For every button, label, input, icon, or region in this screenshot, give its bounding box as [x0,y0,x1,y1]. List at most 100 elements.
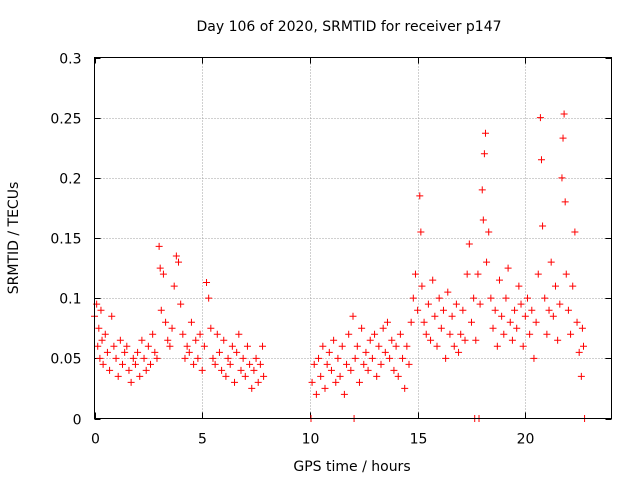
data-point [237,366,245,374]
data-point [532,318,540,326]
data-point [388,336,396,344]
data-point [439,306,447,314]
data-point [375,342,383,350]
data-point [461,336,469,344]
data-point [155,242,163,250]
data-point [340,390,348,398]
data-point [394,372,402,380]
data-point [312,390,320,398]
data-point [446,330,454,338]
data-point [530,354,538,362]
data-point [98,336,106,344]
data-point [491,306,499,314]
data-point [373,372,381,380]
data-point [166,342,174,350]
data-point [575,348,583,356]
data-point [97,306,105,314]
data-point [368,354,376,362]
data-point [414,306,422,314]
data-point [403,342,411,350]
data-point [103,348,111,356]
data-point [142,366,150,374]
data-point [192,336,200,344]
data-point [379,324,387,332]
data-point [534,270,542,278]
data-point [95,324,103,332]
data-point [362,348,370,356]
data-point [153,354,161,362]
data-point [498,312,506,320]
data-point [401,384,409,392]
data-point [476,300,484,308]
data-point [371,330,379,338]
data-point [183,342,191,350]
y-axis-ticks: 0 0.05 0.1 0.15 0.2 0.25 0.3 [50,52,612,429]
x-tick-label: 0 [91,432,100,448]
data-point [511,306,519,314]
series-srmtid [91,110,589,422]
data-point [485,228,493,236]
data-point [179,330,187,338]
data-point [185,348,193,356]
data-point [317,372,325,380]
data-point [541,294,549,302]
data-point [106,366,114,374]
data-point [110,342,118,350]
data-point [569,282,577,290]
data-point [241,372,249,380]
data-point [136,372,144,380]
data-point [455,348,463,356]
data-point [483,258,491,266]
data-point [116,336,124,344]
data-point [578,324,586,332]
x-tick-label: 5 [198,432,207,448]
data-point [444,288,452,296]
data-point [190,360,198,368]
data-point [487,294,495,302]
data-point [235,330,243,338]
data-point [429,276,437,284]
data-point [228,342,236,350]
data-point [159,270,167,278]
data-point [172,252,180,260]
data-point [222,372,230,380]
data-point [211,360,219,368]
data-point [506,318,514,326]
grid-lines [94,57,612,419]
data-point [336,372,344,380]
data-point [243,342,251,350]
data-point [248,384,256,392]
data-point [343,360,351,368]
data-point [452,300,460,308]
data-point [224,354,232,362]
data-point [310,360,318,368]
data-point [215,348,223,356]
data-point [366,336,374,344]
data-point [131,360,139,368]
data-point [226,360,234,368]
data-point [554,336,562,344]
data-point [239,354,247,362]
data-point [259,342,267,350]
data-point [162,318,170,326]
data-point [515,282,523,290]
data-point [573,318,581,326]
data-point [479,216,487,224]
data-point [536,114,544,122]
data-point [424,300,432,308]
data-point [459,306,467,314]
data-point [334,354,342,362]
data-point [558,174,566,182]
data-point [355,378,363,386]
data-point [399,354,407,362]
y-tick-label: 0.2 [59,172,81,188]
data-point [220,336,228,344]
data-point [386,354,394,362]
data-point [231,378,239,386]
data-point [513,324,521,332]
data-point [526,330,534,338]
data-point [463,270,471,278]
data-point [567,330,575,338]
data-point [254,378,262,386]
data-point [539,222,547,230]
